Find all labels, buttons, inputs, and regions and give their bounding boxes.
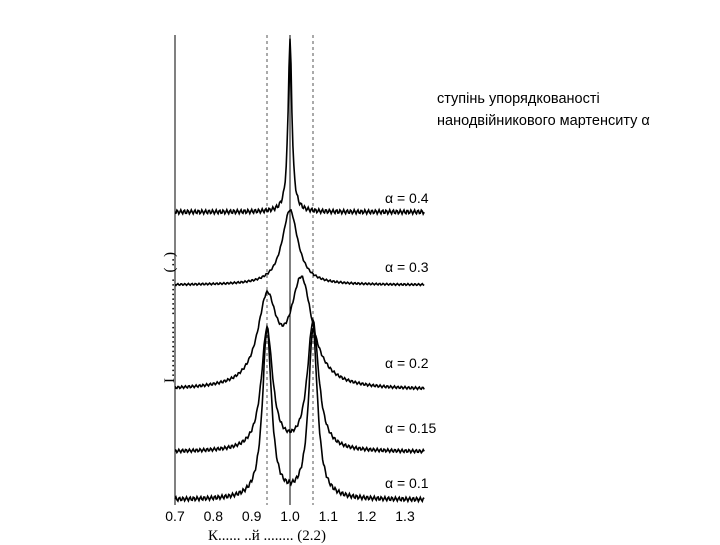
- annotation-line-1: ступінь упорядкованості: [437, 91, 600, 107]
- x-tick-label-6: 1.3: [395, 508, 415, 524]
- y-axis-label: І............ ........ (..): [162, 251, 178, 383]
- series-line-3: [174, 208, 425, 287]
- series-label-2: α = 0.2: [385, 355, 429, 371]
- series-label-1: α = 0.15: [385, 420, 437, 436]
- series-label-0: α = 0.1: [385, 475, 429, 491]
- series-line-1: [174, 317, 425, 455]
- x-tick-label-3: 1.0: [280, 508, 300, 524]
- series-line-0: [174, 327, 425, 504]
- series-line-4: [174, 38, 425, 217]
- x-tick-label-4: 1.1: [319, 508, 339, 524]
- series-line-2: [174, 275, 425, 391]
- annotation-line-2: нанодвійникового мартенситу α: [437, 113, 650, 129]
- x-tick-label-5: 1.2: [357, 508, 377, 524]
- series-label-3: α = 0.3: [385, 259, 429, 275]
- x-tick-label-1: 0.8: [204, 508, 224, 524]
- x-axis-label: К...... ..й ........ (2.2): [208, 528, 327, 544]
- annotation: ступінь упорядкованості нанодвійникового…: [437, 88, 650, 132]
- x-tick-label-2: 0.9: [242, 508, 262, 524]
- series-label-4: α = 0.4: [385, 190, 429, 206]
- x-tick-label-0: 0.7: [165, 508, 185, 524]
